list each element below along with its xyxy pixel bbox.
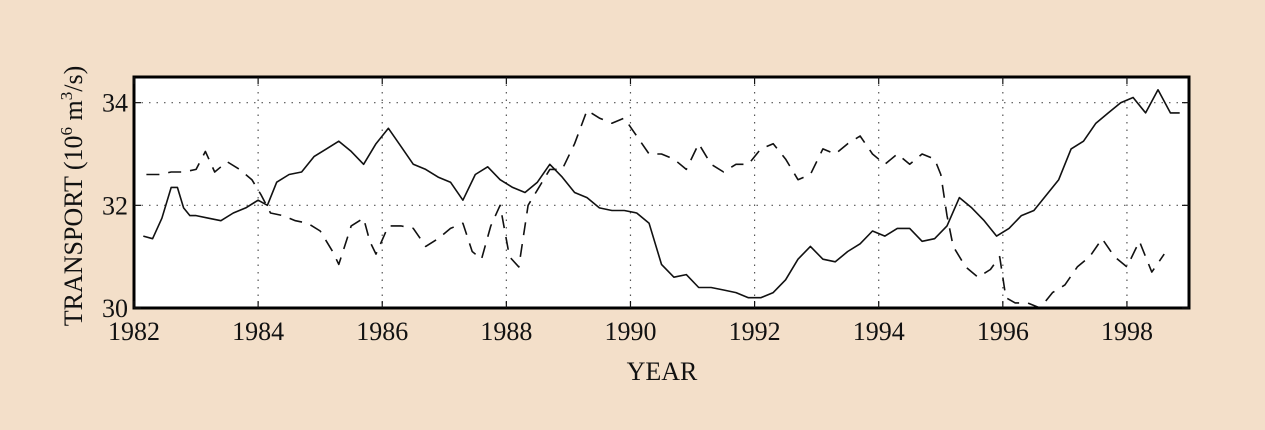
x-tick-labels: 1982 1984 1986 1988 1990 1992 1994 1996 1998 <box>108 317 1153 346</box>
x-tick-label: 1982 <box>108 317 160 346</box>
x-tick-label: 1996 <box>977 317 1029 346</box>
y-axis-title: TRANSPORT (106 m3/s) <box>57 66 88 327</box>
grid-lines <box>134 77 1189 308</box>
y-tick-labels: 30 32 34 <box>102 89 128 323</box>
y-axis-title-exp2: 3 <box>57 92 76 101</box>
x-tick-label: 1990 <box>604 317 656 346</box>
x-tick-label: 1988 <box>480 317 532 346</box>
plot-border <box>132 75 1191 310</box>
x-axis-title: YEAR <box>627 357 698 386</box>
y-axis-title-main: TRANSPORT (10 <box>59 135 88 326</box>
series-line-solid <box>143 89 1180 299</box>
x-tick-label: 1994 <box>853 317 905 346</box>
x-tick-label: 1986 <box>356 317 408 346</box>
x-tick-label: 1984 <box>232 317 284 346</box>
series-line-dashed <box>146 109 1165 309</box>
x-tick-label: 1998 <box>1101 317 1153 346</box>
y-tick-label: 34 <box>102 89 128 118</box>
y-tick-label: 32 <box>102 191 128 220</box>
plot-area <box>132 75 1191 310</box>
data-series <box>143 89 1180 309</box>
tick-marks <box>133 77 1189 309</box>
x-tick-label: 1992 <box>729 317 781 346</box>
y-axis-title-end: /s) <box>59 66 88 92</box>
y-axis-title-mid: m <box>59 100 88 127</box>
y-axis-title-exp1: 6 <box>57 127 76 136</box>
y-tick-label: 30 <box>102 294 128 323</box>
